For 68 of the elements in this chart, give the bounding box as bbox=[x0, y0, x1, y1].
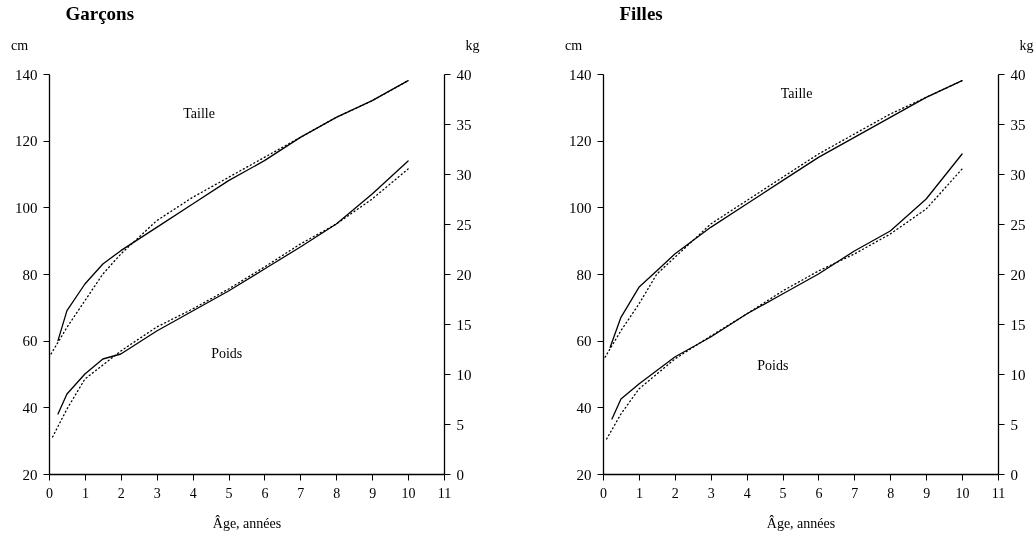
chart-title: Garçons bbox=[65, 3, 135, 24]
x-tick-label: 10 bbox=[955, 485, 970, 501]
x-axis-title: Âge, années bbox=[766, 514, 836, 531]
chart-title: Filles bbox=[619, 3, 663, 24]
x-tick-label: 9 bbox=[369, 485, 377, 501]
y2-tick-label: 10 bbox=[456, 366, 472, 383]
x-tick-label: 5 bbox=[225, 485, 233, 501]
x-tick-label: 4 bbox=[189, 485, 197, 501]
x-tick-label: 7 bbox=[297, 485, 305, 501]
y2-tick-label: 15 bbox=[456, 316, 472, 333]
x-tick-label: 11 bbox=[437, 485, 452, 501]
x-tick-label: 8 bbox=[887, 485, 895, 501]
y2-axis-title: kg bbox=[1019, 37, 1034, 53]
y-tick-label: 80 bbox=[576, 266, 592, 283]
annotation: Taille bbox=[780, 86, 813, 101]
y2-tick-label: 35 bbox=[456, 116, 472, 133]
y-axis-title: cm bbox=[10, 37, 29, 53]
y-tick-label: 80 bbox=[22, 266, 38, 283]
x-tick-label: 6 bbox=[261, 485, 269, 501]
y-tick-label: 60 bbox=[576, 333, 592, 350]
y-tick-label: 100 bbox=[569, 199, 592, 216]
y2-tick-label: 40 bbox=[456, 66, 472, 83]
x-tick-label: 7 bbox=[851, 485, 859, 501]
y-tick-label: 20 bbox=[22, 466, 38, 483]
y2-tick-label: 5 bbox=[1010, 416, 1018, 433]
y2-tick-label: 30 bbox=[456, 166, 472, 183]
x-tick-label: 4 bbox=[743, 485, 751, 501]
y2-tick-label: 5 bbox=[456, 416, 464, 433]
x-tick-label: 6 bbox=[815, 485, 823, 501]
x-tick-label: 5 bbox=[779, 485, 787, 501]
y-tick-label: 60 bbox=[22, 333, 38, 350]
annotation: Taille bbox=[183, 106, 215, 121]
annotation: Poids bbox=[211, 346, 243, 361]
x-tick-label: 3 bbox=[707, 485, 715, 501]
y-tick-label: 140 bbox=[15, 66, 38, 83]
y2-tick-label: 25 bbox=[456, 216, 472, 233]
x-tick-label: 2 bbox=[117, 485, 125, 501]
x-tick-label: 1 bbox=[81, 485, 89, 501]
y-tick-label: 20 bbox=[576, 466, 592, 483]
annotation: Poids bbox=[757, 358, 789, 373]
y2-tick-label: 0 bbox=[1010, 466, 1018, 483]
x-tick-label: 3 bbox=[153, 485, 161, 501]
y-tick-label: 40 bbox=[576, 399, 592, 416]
y-tick-label: 120 bbox=[15, 133, 38, 150]
y-tick-label: 140 bbox=[569, 66, 592, 83]
x-tick-label: 11 bbox=[991, 485, 1006, 501]
y2-tick-label: 20 bbox=[1010, 266, 1026, 283]
x-axis-title: Âge, années bbox=[212, 514, 282, 531]
y-tick-label: 120 bbox=[569, 133, 592, 150]
x-tick-label: 0 bbox=[600, 485, 607, 501]
x-tick-label: 10 bbox=[401, 485, 416, 501]
y2-tick-label: 15 bbox=[1010, 316, 1026, 333]
y2-tick-label: 30 bbox=[1010, 166, 1026, 183]
x-tick-label: 8 bbox=[333, 485, 341, 501]
x-tick-label: 0 bbox=[46, 485, 53, 501]
y2-tick-label: 25 bbox=[1010, 216, 1026, 233]
y2-tick-label: 20 bbox=[456, 266, 472, 283]
y2-tick-label: 10 bbox=[1010, 366, 1026, 383]
x-tick-label: 2 bbox=[671, 485, 679, 501]
y-tick-label: 100 bbox=[15, 199, 38, 216]
y-axis-title: cm bbox=[564, 37, 583, 53]
y2-tick-label: 35 bbox=[1010, 116, 1026, 133]
y-tick-label: 40 bbox=[22, 399, 38, 416]
y2-tick-label: 0 bbox=[456, 466, 464, 483]
y2-axis-title: kg bbox=[465, 37, 480, 53]
x-tick-label: 9 bbox=[923, 485, 931, 501]
y2-tick-label: 40 bbox=[1010, 66, 1026, 83]
x-tick-label: 1 bbox=[635, 485, 643, 501]
